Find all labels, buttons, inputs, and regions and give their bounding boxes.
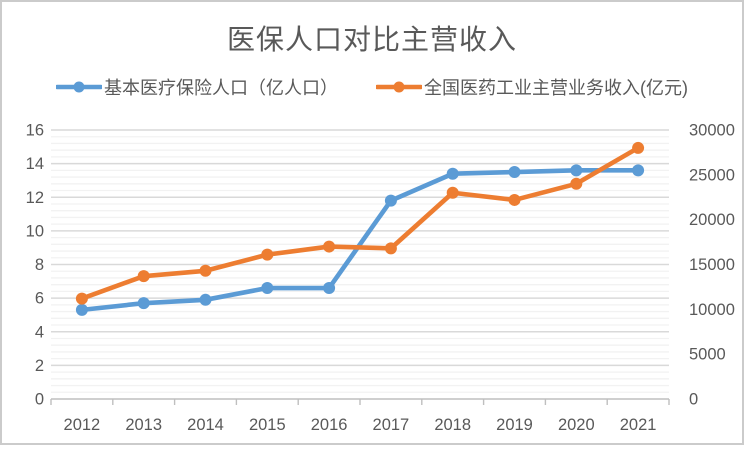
chart-title: 医保人口对比主营收入 bbox=[226, 24, 517, 55]
x-axis-label: 2021 bbox=[620, 416, 657, 434]
legend-line-marker-icon bbox=[376, 81, 422, 93]
data-point-marker bbox=[323, 282, 336, 295]
data-point-marker bbox=[570, 177, 583, 190]
data-point-marker bbox=[570, 164, 583, 177]
data-point-marker bbox=[446, 186, 459, 199]
data-point-marker bbox=[632, 141, 645, 154]
y-axis-right-tick-label: 0 bbox=[689, 391, 698, 409]
y-axis-left-tick-label: 8 bbox=[35, 256, 44, 274]
x-axis-label: 2017 bbox=[373, 416, 410, 434]
x-axis-label: 2019 bbox=[496, 416, 533, 434]
series-line-1 bbox=[79, 145, 641, 301]
data-point-marker bbox=[137, 297, 150, 310]
data-point-marker bbox=[137, 270, 150, 283]
y-axis-right-tick-label: 25000 bbox=[689, 166, 735, 184]
y-axis-left-tick-label: 10 bbox=[26, 222, 44, 240]
data-point-marker bbox=[323, 240, 336, 253]
y-axis-left-tick-label: 16 bbox=[26, 122, 44, 140]
y-axis-left-tick-label: 2 bbox=[35, 357, 44, 375]
data-point-marker bbox=[632, 164, 645, 177]
legend-item-revenue: 全国医药工业主营业务收入(亿元) bbox=[376, 74, 688, 100]
y-axis-left-tick-label: 14 bbox=[26, 155, 44, 173]
x-axis-label: 2018 bbox=[434, 416, 471, 434]
series-line-0 bbox=[79, 168, 641, 313]
chart-frame bbox=[0, 0, 744, 445]
y-axis-right-tick-label: 15000 bbox=[689, 256, 735, 274]
y-axis-right-tick-label: 20000 bbox=[689, 211, 735, 229]
data-point-marker bbox=[199, 293, 212, 306]
y-axis-left-tick-label: 12 bbox=[26, 189, 44, 207]
x-axis-label: 2014 bbox=[187, 416, 224, 434]
y-axis-right-tick-label: 30000 bbox=[689, 122, 735, 140]
data-point-marker bbox=[199, 264, 212, 277]
legend-label-revenue: 全国医药工业主营业务收入(亿元) bbox=[424, 78, 688, 98]
x-axis-label: 2016 bbox=[311, 416, 348, 434]
data-point-marker bbox=[261, 248, 274, 261]
y-axis-right-tick-label: 5000 bbox=[689, 346, 726, 364]
data-point-marker bbox=[75, 303, 88, 316]
x-axis-label: 2012 bbox=[64, 416, 101, 434]
chart-legend: 基本医疗保险人口（亿人口） 全国医药工业主营业务收入(亿元) bbox=[0, 74, 744, 100]
data-point-marker bbox=[384, 242, 397, 255]
legend-line-marker-icon bbox=[56, 81, 102, 93]
y-axis-left-tick-label: 6 bbox=[35, 290, 44, 308]
y-axis-left-tick-label: 4 bbox=[35, 323, 44, 341]
data-point-marker bbox=[446, 167, 459, 180]
data-point-marker bbox=[75, 292, 88, 305]
data-point-marker bbox=[508, 193, 521, 206]
x-axis-label: 2015 bbox=[249, 416, 286, 434]
y-axis-left-tick-label: 0 bbox=[35, 391, 44, 409]
data-point-marker bbox=[384, 194, 397, 207]
data-point-marker bbox=[261, 282, 274, 295]
legend-label-population: 基本医疗保险人口（亿人口） bbox=[104, 78, 338, 98]
x-axis-label: 2013 bbox=[125, 416, 162, 434]
y-axis-right-tick-label: 10000 bbox=[689, 301, 735, 319]
data-point-marker bbox=[508, 166, 521, 179]
x-axis-label: 2020 bbox=[558, 416, 595, 434]
legend-item-population: 基本医疗保险人口（亿人口） bbox=[56, 74, 338, 100]
